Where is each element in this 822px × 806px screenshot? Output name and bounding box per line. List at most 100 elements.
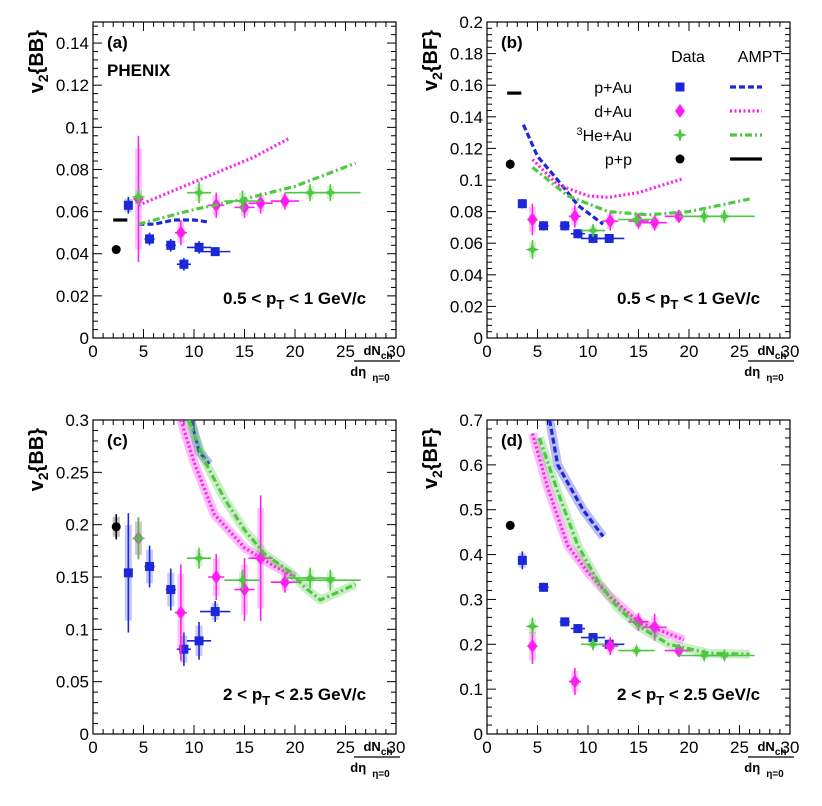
data-point-p-au [145,562,155,572]
x-axis-title-num-main: dN [363,343,380,358]
x-tick-label: 20 [680,738,699,757]
data-point-p-au [145,234,155,244]
data-point-d-au [527,639,538,654]
y-tick-label: 0.1 [459,680,483,699]
x-axis-title-numerator: dNch [757,343,786,362]
plot-area [111,420,361,666]
data-point-p-au [517,555,527,565]
ampt-curve-3he-au [187,420,357,602]
series-3he-au [525,166,755,259]
y-axis-title-rest: {BB} [26,428,48,473]
x-tick-label: 5 [139,738,148,757]
y-tick-label: 0.04 [450,266,483,285]
data-point-p-au [604,233,614,243]
x-tick-label: 5 [533,738,542,757]
x-axis-title: dNch dη η=0 [350,343,400,384]
legend-entry-3he-au: 3He+Au [577,126,762,145]
legend-label: p+Au [594,80,632,97]
y-axis-title-rest: {BB} [26,30,48,75]
data-point-p-p [505,159,515,169]
data-point-p-au [560,221,570,231]
x-tick-label: 25 [730,738,749,757]
y-axis-title-main: v [420,477,442,489]
pt-range-main: 0.5 < p [223,289,276,308]
x-tick-label: 30 [781,738,800,757]
data-point-d-au [175,605,186,620]
x-axis-title-num-main: dN [757,343,774,358]
pt-range-label: 2 < pT < 2.5 GeV/c [223,685,366,708]
pt-range-rest: < 1 GeV/c [284,289,366,308]
x-tick-label: 0 [482,738,491,757]
data-point-3he-au [629,643,644,658]
legend-label: 3He+Au [577,126,633,145]
data-point-3he-au [717,648,732,663]
x-axis-title-denominator: dη η=0 [744,760,784,780]
data-point-p-au [166,585,176,595]
series-3he-au [525,436,755,663]
pt-range-main: 2 < p [617,685,656,704]
series-3he-au [131,161,361,226]
x-axis-title-num-sub: ch [775,747,787,758]
data-point-p-au [539,221,549,231]
x-axis-title-num-main: dN [757,739,774,754]
pt-range-sub: T [276,297,284,312]
data-point-p-au [588,233,598,243]
data-point-3he-au [525,242,540,257]
x-axis-title-num-main: dN [363,739,380,754]
data-point-3he-au [323,573,338,588]
data-point-d-au [605,214,616,229]
y-tick-label: 0.15 [56,568,89,587]
data-point-3he-au [629,212,644,227]
data-point-p-au [123,568,133,578]
y-tick-label: 0.1 [459,171,483,190]
panel-label: (b) [501,33,523,52]
data-point-p-au [179,259,189,269]
x-tick-label: 10 [185,738,204,757]
x-axis-title-den-main: dη [744,364,760,379]
data-point-p-au [210,247,220,257]
data-point-3he-au [717,209,732,224]
y-tick-label: 0.4 [459,546,483,565]
x-tick-label: 0 [482,342,491,361]
legend-data-header: Data [671,49,705,66]
series-d-au [133,135,300,263]
x-axis-title-numerator: dNch [363,739,392,758]
x-axis-title-numerator: dNch [363,343,392,362]
x-tick-label: 25 [336,342,355,361]
x-tick-label: 15 [235,738,254,757]
y-axis-title-sub: 2 [429,470,445,478]
data-point-p-au [517,199,527,209]
data-point-p-au [179,644,189,654]
x-tick-label: 15 [235,342,254,361]
y-tick-label: 0 [474,725,483,744]
data-point-d-au [527,212,538,227]
x-axis-title-den-main: dη [744,760,760,775]
x-tick-label: 20 [286,738,305,757]
series-p-p [505,91,522,169]
x-axis-title-denominator: dη η=0 [350,760,390,780]
x-tick-label: 15 [629,738,648,757]
x-axis-title: dNch dη η=0 [744,343,794,384]
data-point-p-au [210,607,220,617]
legend-label: d+Au [594,104,632,121]
data-point-p-au [166,240,176,250]
series-d-au [133,420,300,661]
x-axis-title-den-sub: η=0 [372,769,390,780]
y-axis-title-main: v [420,79,442,91]
y-tick-label: 0.12 [56,76,89,95]
data-point-p-au [573,229,583,239]
series-p-p [505,520,515,530]
data-point-d-au [279,194,290,209]
y-tick-label: 0.08 [450,203,483,222]
data-point-3he-au [131,189,146,204]
data-point-3he-au [131,531,146,546]
data-point-d-au [255,196,266,211]
legend-marker [675,104,685,118]
y-tick-label: 0.2 [459,13,483,32]
panel-c: 0 5 10 15 20 25 30 0 0.05 0.1 0.15 0.2 0.25 0.3 v2{BB}… [26,411,405,780]
legend-label: p+p [605,152,632,169]
y-tick-label: 0.06 [56,203,89,222]
legend-model-header: AMPT [738,49,783,66]
series-p-p [111,218,128,255]
